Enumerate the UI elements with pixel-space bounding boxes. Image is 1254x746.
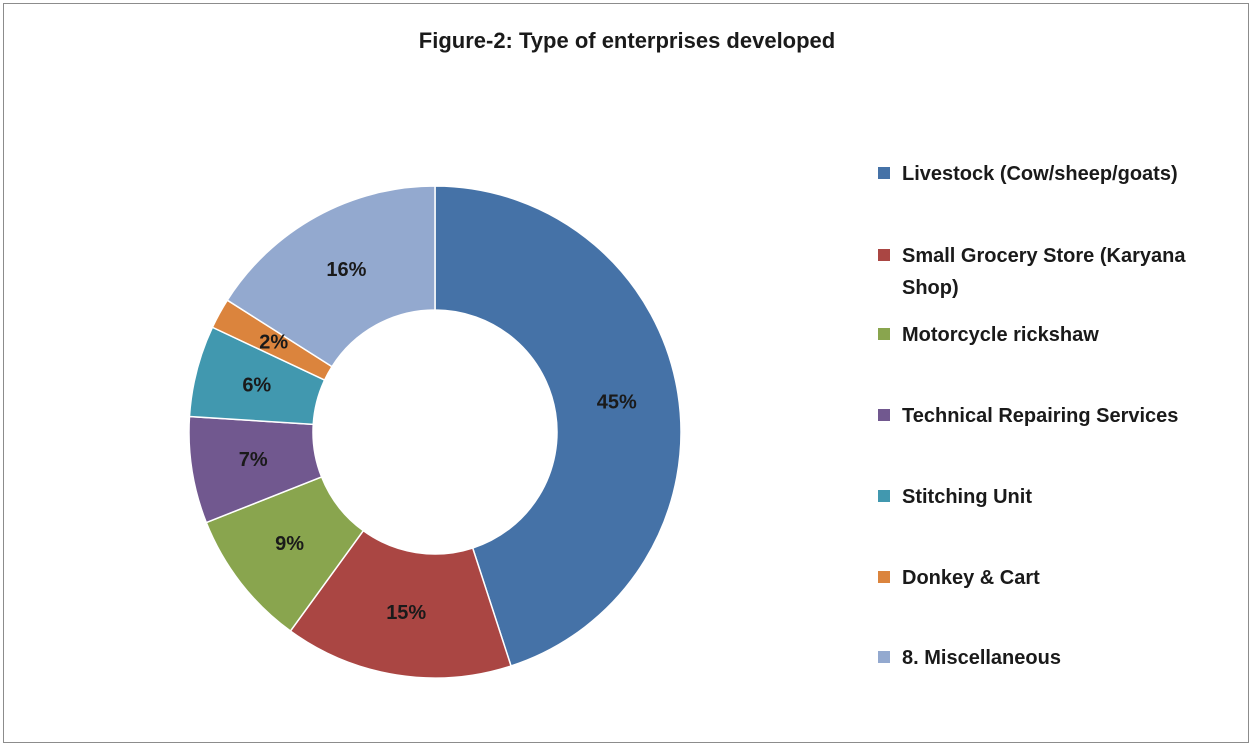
slice-miscellaneous — [226, 185, 436, 368]
legend-item-stitching-unit: Stitching Unit — [878, 481, 1238, 513]
legend-label: Livestock (Cow/sheep/goats) — [902, 163, 1178, 185]
legend-swatch — [878, 328, 890, 340]
slices-group — [188, 185, 682, 679]
legend-swatch — [878, 651, 890, 663]
legend-label: 8. Miscellaneous — [902, 647, 1061, 669]
data-label-miscellaneous: 16% — [326, 259, 366, 281]
legend-item-miscellaneous: 8. Miscellaneous — [878, 642, 1238, 674]
data-label-motorcycle-rickshaw: 9% — [275, 533, 304, 555]
slice-grocery-store — [289, 529, 512, 679]
legend-item-livestock: Livestock (Cow/sheep/goats) — [878, 158, 1238, 190]
data-label-donkey-cart: 2% — [259, 332, 288, 354]
legend-swatch — [878, 167, 890, 179]
legend-swatch — [878, 409, 890, 421]
data-label-livestock: 45% — [597, 391, 637, 413]
legend-item-grocery-store: Small Grocery Store (Karyana Shop) — [878, 240, 1238, 304]
chart-title: Figure-2: Type of enterprises developed — [418, 28, 836, 53]
legend-item-motorcycle-rickshaw: Motorcycle rickshaw — [878, 319, 1238, 351]
labels-group: 45% 15% 9% 7% 6% 2% 16% — [239, 259, 637, 624]
data-label-stitching-unit: 6% — [242, 375, 271, 397]
legend-item-donkey-cart: Donkey & Cart — [878, 562, 1238, 594]
legend-label: Stitching Unit — [902, 486, 1032, 508]
data-label-technical-repairing: 7% — [239, 449, 268, 471]
legend-swatch — [878, 249, 890, 261]
data-label-grocery-store: 15% — [386, 602, 426, 624]
legend-label: Donkey & Cart — [902, 567, 1040, 589]
legend-swatch — [878, 490, 890, 502]
legend-item-technical-repairing: Technical Repairing Services — [878, 400, 1238, 432]
legend-label: Small Grocery Store (Karyana Shop) — [902, 245, 1186, 299]
legend-swatch — [878, 571, 890, 583]
slice-livestock — [434, 185, 682, 667]
legend-label: Motorcycle rickshaw — [902, 324, 1099, 346]
legend-label: Technical Repairing Services — [902, 405, 1179, 427]
